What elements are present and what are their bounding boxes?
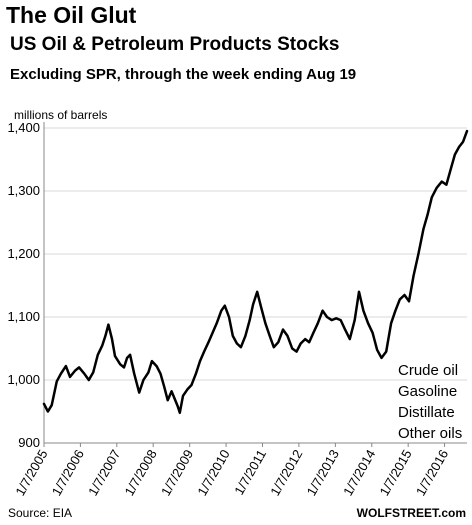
x-tick-label: 1/7/2010 <box>194 447 232 498</box>
legend-entry: Gasoline <box>398 383 457 400</box>
series-line <box>42 129 469 415</box>
legend-entry: Distillate <box>398 404 455 421</box>
x-tick-label: 1/7/2014 <box>340 447 378 498</box>
series <box>42 129 469 415</box>
x-tick-label: 1/7/2009 <box>158 447 196 498</box>
y-tick-label: 1,200 <box>7 246 40 261</box>
y-tick-label: 1,400 <box>7 120 40 135</box>
source-label: Source: EIA <box>8 506 73 520</box>
y-tick-label: 1,100 <box>7 309 40 324</box>
x-tick-label: 1/7/2012 <box>267 447 305 498</box>
legend-entry: Crude oil <box>398 362 458 379</box>
x-tick-label: 1/7/2016 <box>413 447 451 498</box>
x-tick-label: 1/7/2015 <box>376 447 414 498</box>
x-tick-label: 1/7/2011 <box>231 447 269 497</box>
legend: Crude oil Gasoline Distillate Other oils <box>398 362 462 442</box>
x-tick-label: 1/7/2006 <box>49 447 87 498</box>
y-tick-label: 1,000 <box>7 372 40 387</box>
x-tick-label: 1/7/2013 <box>304 447 342 498</box>
chart-note: Excluding SPR, through the week ending A… <box>10 66 357 83</box>
x-tick-label: 1/7/2005 <box>12 447 50 498</box>
y-tick-label: 1,300 <box>7 183 40 198</box>
x-tick-label: 1/7/2007 <box>85 447 123 498</box>
axes <box>43 122 467 447</box>
legend-entry: Other oils <box>398 425 462 442</box>
brand-label: WOLFSTREET.com <box>356 506 466 520</box>
y-axis-label: millions of barrels <box>14 108 107 122</box>
x-tick-label: 1/7/2008 <box>121 447 159 498</box>
y-tick-label: 900 <box>18 435 40 450</box>
chart-subtitle: US Oil & Petroleum Products Stocks <box>10 34 340 55</box>
tick-labels: 9001,0001,1001,2001,3001,4001/7/20051/7/… <box>7 120 451 498</box>
chart-title: The Oil Glut <box>6 2 137 28</box>
